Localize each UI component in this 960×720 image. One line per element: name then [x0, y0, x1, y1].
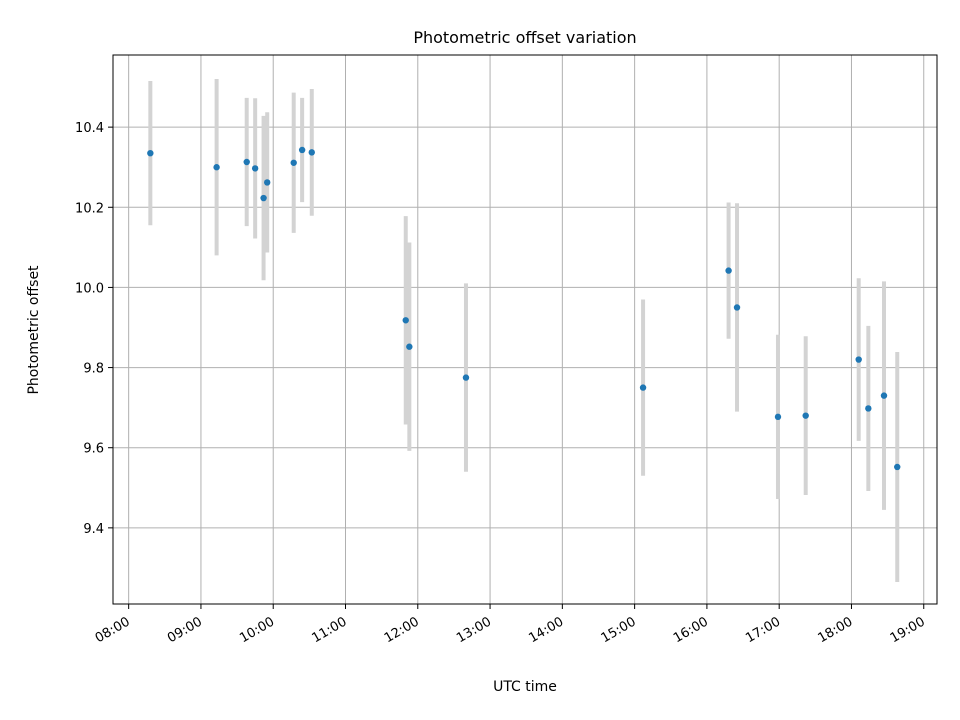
data-point [894, 463, 901, 471]
data-point [298, 146, 306, 154]
data-point [260, 194, 267, 202]
data-point [290, 159, 297, 166]
y-tick-label: 10.2 [75, 201, 104, 216]
data-point [733, 304, 741, 311]
data-point [402, 317, 409, 324]
data-point [802, 412, 809, 419]
data-point [639, 384, 647, 391]
plot-frame [112, 54, 938, 605]
data-point [243, 158, 250, 166]
data-point [774, 413, 782, 421]
y-tick-label: 9.4 [83, 522, 104, 537]
data-point [263, 179, 271, 186]
y-axis-label: Photometric offset [26, 265, 42, 395]
y-tick-label: 10.0 [75, 281, 104, 296]
y-tick-label: 10.4 [75, 121, 104, 136]
data-points [147, 146, 901, 471]
y-tick-label: 9.6 [83, 442, 104, 457]
data-point [406, 343, 413, 350]
data-point [251, 165, 259, 172]
x-axis-label: UTC time [493, 679, 557, 695]
data-point [725, 267, 732, 274]
data-point [213, 164, 220, 171]
data-point [308, 149, 315, 156]
chart-title: Photometric offset variation [413, 28, 636, 47]
data-point [880, 392, 888, 399]
y-tick-label: 9.8 [83, 362, 104, 377]
data-point [855, 356, 862, 363]
data-point [865, 405, 872, 412]
plot-area [113, 55, 937, 604]
y-axis-ticks: 9.4 9.6 9.8 10.0 10.2 10.4 [75, 121, 113, 537]
data-point [462, 374, 470, 381]
data-point [147, 149, 154, 157]
grid [113, 55, 937, 604]
